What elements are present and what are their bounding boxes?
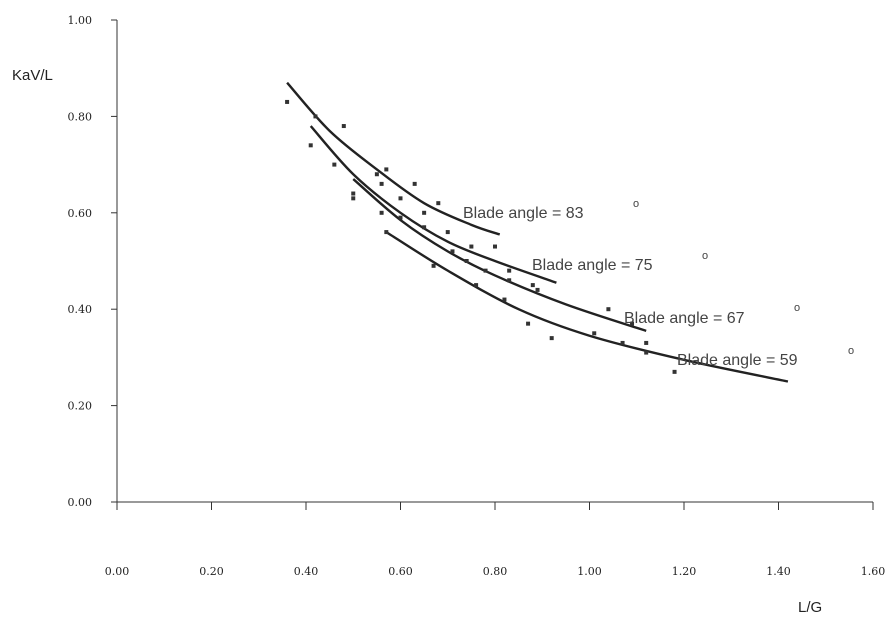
x-tick-label: 1.40 (766, 565, 791, 578)
x-tick-label: 0.00 (105, 565, 130, 578)
x-tick-label: 0.40 (294, 565, 319, 578)
data-point (474, 283, 479, 288)
data-point (507, 278, 512, 283)
data-point (412, 181, 417, 186)
data-point (351, 191, 356, 196)
degree-symbol: o (633, 198, 639, 210)
fit-curve (352, 178, 647, 333)
data-point (351, 196, 356, 201)
data-point (285, 99, 290, 104)
data-point (398, 215, 403, 220)
data-point (422, 210, 427, 215)
data-point (341, 124, 346, 129)
data-point (464, 259, 469, 263)
data-point (606, 307, 611, 312)
fit-curve (385, 231, 789, 383)
x-axis-title: L/G (798, 599, 822, 616)
data-point (445, 230, 450, 235)
y-tick-label: 0.80 (68, 110, 93, 123)
data-point (374, 172, 379, 177)
x-tick-label: 1.60 (861, 565, 886, 578)
y-tick-label: 1.00 (68, 14, 93, 27)
data-point (592, 331, 597, 336)
data-point (483, 268, 488, 273)
fit-curve (286, 81, 501, 236)
data-point (630, 321, 635, 326)
data-point (672, 369, 677, 374)
data-point (620, 340, 625, 345)
data-point (493, 244, 497, 249)
y-tick-label: 0.40 (68, 303, 93, 316)
curve-labels: Blade angle = 83 o Blade angle = 75 o Blade … (463, 198, 854, 369)
data-point (398, 196, 403, 201)
curve-label: Blade angle = 83 (463, 205, 584, 222)
degree-symbol: o (794, 302, 800, 314)
data-points (285, 99, 677, 374)
x-tick-label: 1.00 (577, 565, 602, 578)
curve-label: Blade angle = 67 (624, 310, 745, 327)
degree-symbol: o (702, 250, 708, 262)
data-point (526, 321, 531, 326)
data-point (530, 283, 535, 288)
ticks: 0.00 0.20 0.40 0.60 0.80 1.00 1.20 1.40 1.60 0.00… (68, 14, 886, 578)
data-point (308, 143, 313, 148)
x-tick-label: 1.20 (672, 565, 697, 578)
data-point (313, 114, 318, 119)
y-tick-label: 0.20 (68, 400, 93, 413)
data-point (332, 162, 337, 167)
data-point (384, 167, 389, 172)
data-point (549, 336, 554, 341)
data-point (469, 244, 474, 249)
y-axis-title: KaV/L (12, 67, 53, 84)
x-tick-label: 0.60 (388, 565, 413, 578)
data-point (644, 350, 649, 355)
data-point (384, 230, 389, 235)
y-tick-label: 0.60 (68, 207, 93, 220)
data-point (422, 225, 427, 230)
data-point (436, 201, 441, 206)
data-point (644, 340, 649, 345)
x-tick-label: 0.80 (483, 565, 508, 578)
curve-label: Blade angle = 75 (532, 257, 653, 274)
data-point (379, 210, 384, 215)
fit-curves (286, 81, 789, 383)
x-tick-label: 0.20 (199, 565, 224, 578)
data-point (431, 263, 436, 268)
data-point (450, 249, 455, 254)
data-point (379, 181, 384, 186)
data-point (535, 287, 540, 292)
degree-symbol: o (848, 345, 854, 357)
data-point (507, 268, 512, 273)
data-point (502, 297, 507, 302)
curve-label: Blade angle = 59 (677, 352, 798, 369)
y-tick-label: 0.00 (68, 496, 93, 509)
